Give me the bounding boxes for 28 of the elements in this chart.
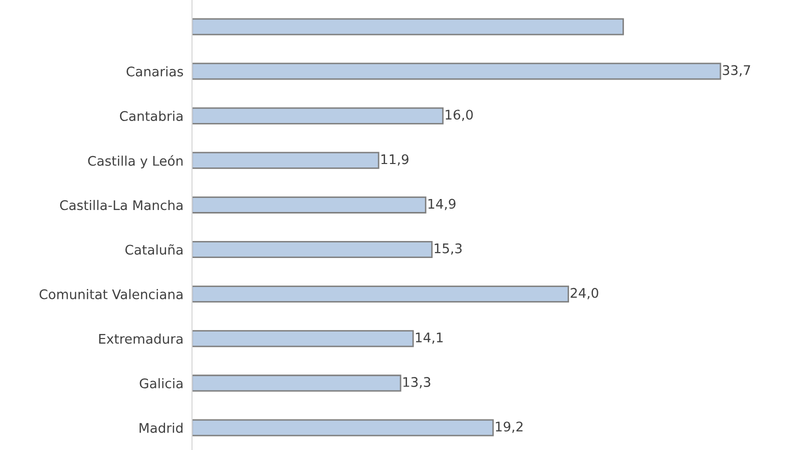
bar bbox=[192, 374, 402, 392]
y-tick-label: Madrid bbox=[140, 422, 182, 433]
bar bbox=[192, 18, 624, 36]
bar bbox=[192, 62, 722, 80]
data-label: 33,7 bbox=[722, 65, 750, 76]
data-label: 11,9 bbox=[381, 154, 408, 166]
y-tick-label: Extremadura bbox=[99, 334, 182, 344]
y-tick-label: Galicia bbox=[140, 378, 182, 388]
data-label: 13,3 bbox=[403, 377, 430, 388]
data-label: 16,0 bbox=[446, 110, 473, 122]
bar bbox=[192, 196, 426, 214]
bar bbox=[192, 152, 380, 169]
y-tick-label: Castilla-La Mancha bbox=[60, 200, 182, 210]
y-tick-label: Canarias bbox=[126, 66, 184, 76]
bar bbox=[192, 107, 444, 124]
data-label: 15,3 bbox=[434, 243, 462, 255]
data-label: 19,2 bbox=[496, 422, 523, 433]
data-label: 24,0 bbox=[570, 288, 598, 300]
bar bbox=[192, 286, 570, 303]
bar bbox=[192, 419, 494, 436]
y-tick-label: Comunitat Valenciana bbox=[40, 289, 182, 300]
bar bbox=[192, 241, 433, 258]
data-label: 14,1 bbox=[416, 332, 443, 344]
y-tick-label: Cataluña bbox=[125, 244, 182, 255]
bar bbox=[192, 330, 414, 348]
y-tick-label: Cantabria bbox=[120, 110, 182, 122]
data-label: 14,9 bbox=[428, 198, 456, 210]
y-tick-label: Castilla y León bbox=[88, 155, 183, 168]
